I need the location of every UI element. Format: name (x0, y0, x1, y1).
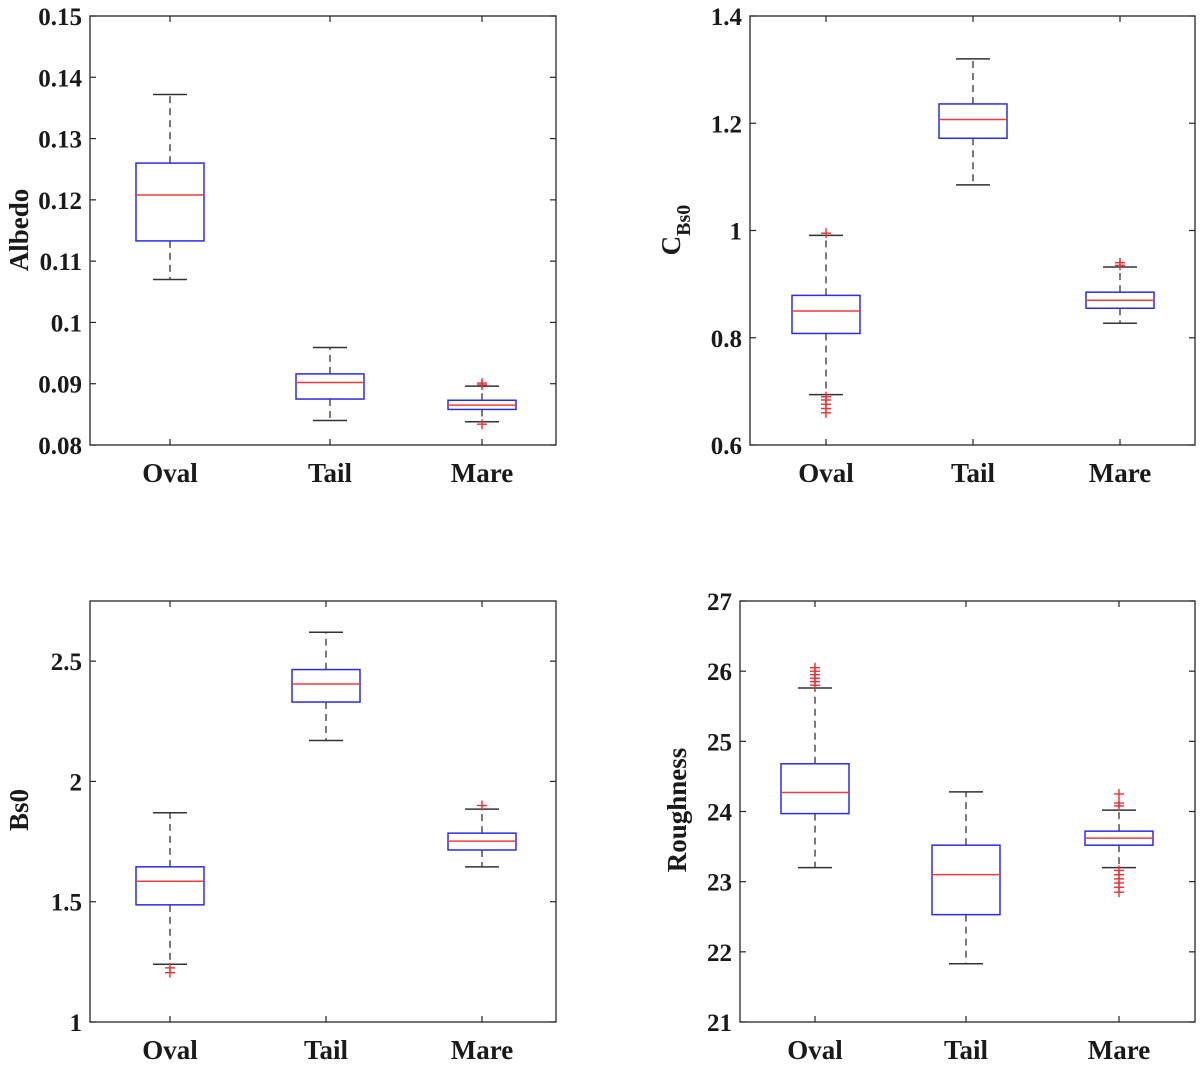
panel-3: 1 1.5 2 2.5 Oval Tail Mare Bs0 (4, 600, 557, 1065)
category-label-oval: Oval (787, 1035, 843, 1065)
y-axis-label-text: C (656, 236, 686, 256)
axes-frame (89, 15, 557, 446)
outlier-marker (1115, 257, 1125, 268)
iqr-box (135, 162, 205, 242)
y-tick-label: 23 (707, 870, 732, 897)
y-tick-label: 24 (707, 800, 733, 827)
y-axis-label-subscript: Bs0 (673, 205, 695, 236)
y-tick-label: 1 (730, 219, 743, 246)
y-tick-label: 25 (707, 729, 732, 756)
category-label-oval: Oval (142, 458, 198, 488)
y-axis-label-text: Bs0 (4, 789, 34, 831)
y-tick-label: 2.5 (51, 649, 82, 676)
box-oval (780, 662, 850, 869)
category-label-mare: Mare (1089, 458, 1151, 488)
outlier-marker (165, 962, 175, 973)
outlier-marker (477, 379, 487, 390)
category-label-mare: Mare (451, 1035, 513, 1065)
outlier-marker (1114, 788, 1124, 799)
y-tick-label: 0.1 (51, 310, 82, 337)
outlier-marker (1114, 798, 1124, 809)
box-tail (938, 58, 1008, 186)
outlier-marker (477, 419, 487, 430)
category-label-tail: Tail (308, 458, 353, 488)
box-oval (135, 811, 205, 978)
y-axis-label-text: Albedo (4, 189, 34, 272)
y-tick-label: 1.2 (711, 111, 742, 138)
y-tick-label: 0.6 (711, 433, 742, 460)
y-axis-label-text: Roughness (662, 748, 692, 873)
box-oval (791, 228, 861, 418)
category-label-mare: Mare (451, 458, 513, 488)
category-label-tail: Tail (951, 458, 996, 488)
iqr-box (791, 294, 861, 335)
category-label-tail: Tail (304, 1035, 349, 1065)
box-tail (295, 346, 365, 422)
category-label-oval: Oval (798, 458, 854, 488)
iqr-box (295, 373, 365, 400)
box-mare (447, 800, 517, 868)
y-axis-label: Albedo (4, 189, 34, 272)
y-tick-label: 2 (70, 769, 83, 796)
box-mare (447, 378, 517, 430)
box-mare (1085, 257, 1155, 325)
y-tick-label: 27 (707, 589, 732, 616)
panel-4: 21 22 23 24 25 26 27 Oval Tail Mare Roughness (662, 589, 1196, 1065)
iqr-box (938, 103, 1008, 140)
y-axis-label: Roughness (662, 748, 692, 873)
outlier-marker (821, 228, 831, 239)
y-tick-label: 26 (707, 659, 732, 686)
iqr-box (291, 668, 361, 703)
y-tick-label: 21 (707, 1010, 732, 1037)
iqr-box (931, 844, 1001, 916)
panel-1: 0.08 0.09 0.1 0.11 0.12 0.13 0.14 0.15 Oval Tail M… (4, 4, 557, 488)
y-tick-label: 0.09 (38, 372, 82, 399)
iqr-box (780, 763, 850, 815)
outlier-marker (821, 391, 831, 402)
axes-frame (749, 15, 1196, 446)
y-axis-label: Bs0 (4, 789, 34, 831)
category-label-oval: Oval (142, 1035, 198, 1065)
category-label-tail: Tail (944, 1035, 989, 1065)
y-tick-label: 0.14 (38, 65, 82, 92)
y-tick-label: 0.08 (38, 433, 82, 460)
y-tick-label: 1.4 (711, 4, 743, 31)
y-tick-label: 0.11 (40, 249, 82, 276)
box-tail (291, 631, 361, 742)
outlier-marker (477, 800, 487, 811)
panel-2: 0.6 0.8 1 1.2 1.4 Oval Tail Mare CBs0 (656, 4, 1196, 488)
y-tick-label: 22 (707, 940, 732, 967)
y-tick-label: 1 (70, 1010, 83, 1037)
axes-frame (89, 600, 557, 1023)
outlier-marker (810, 662, 820, 673)
outlier-marker (1114, 865, 1124, 876)
y-tick-label: 0.13 (38, 127, 82, 154)
y-tick-label: 0.12 (38, 188, 82, 215)
box-oval (135, 93, 205, 281)
category-label-mare: Mare (1088, 1035, 1150, 1065)
y-axis-label: CBs0 (656, 205, 695, 256)
iqr-box (135, 866, 205, 906)
box-tail (931, 791, 1001, 965)
y-tick-label: 0.8 (711, 326, 742, 353)
box-mare (1084, 788, 1154, 898)
y-tick-label: 0.15 (38, 4, 82, 31)
y-tick-label: 1.5 (51, 890, 82, 917)
